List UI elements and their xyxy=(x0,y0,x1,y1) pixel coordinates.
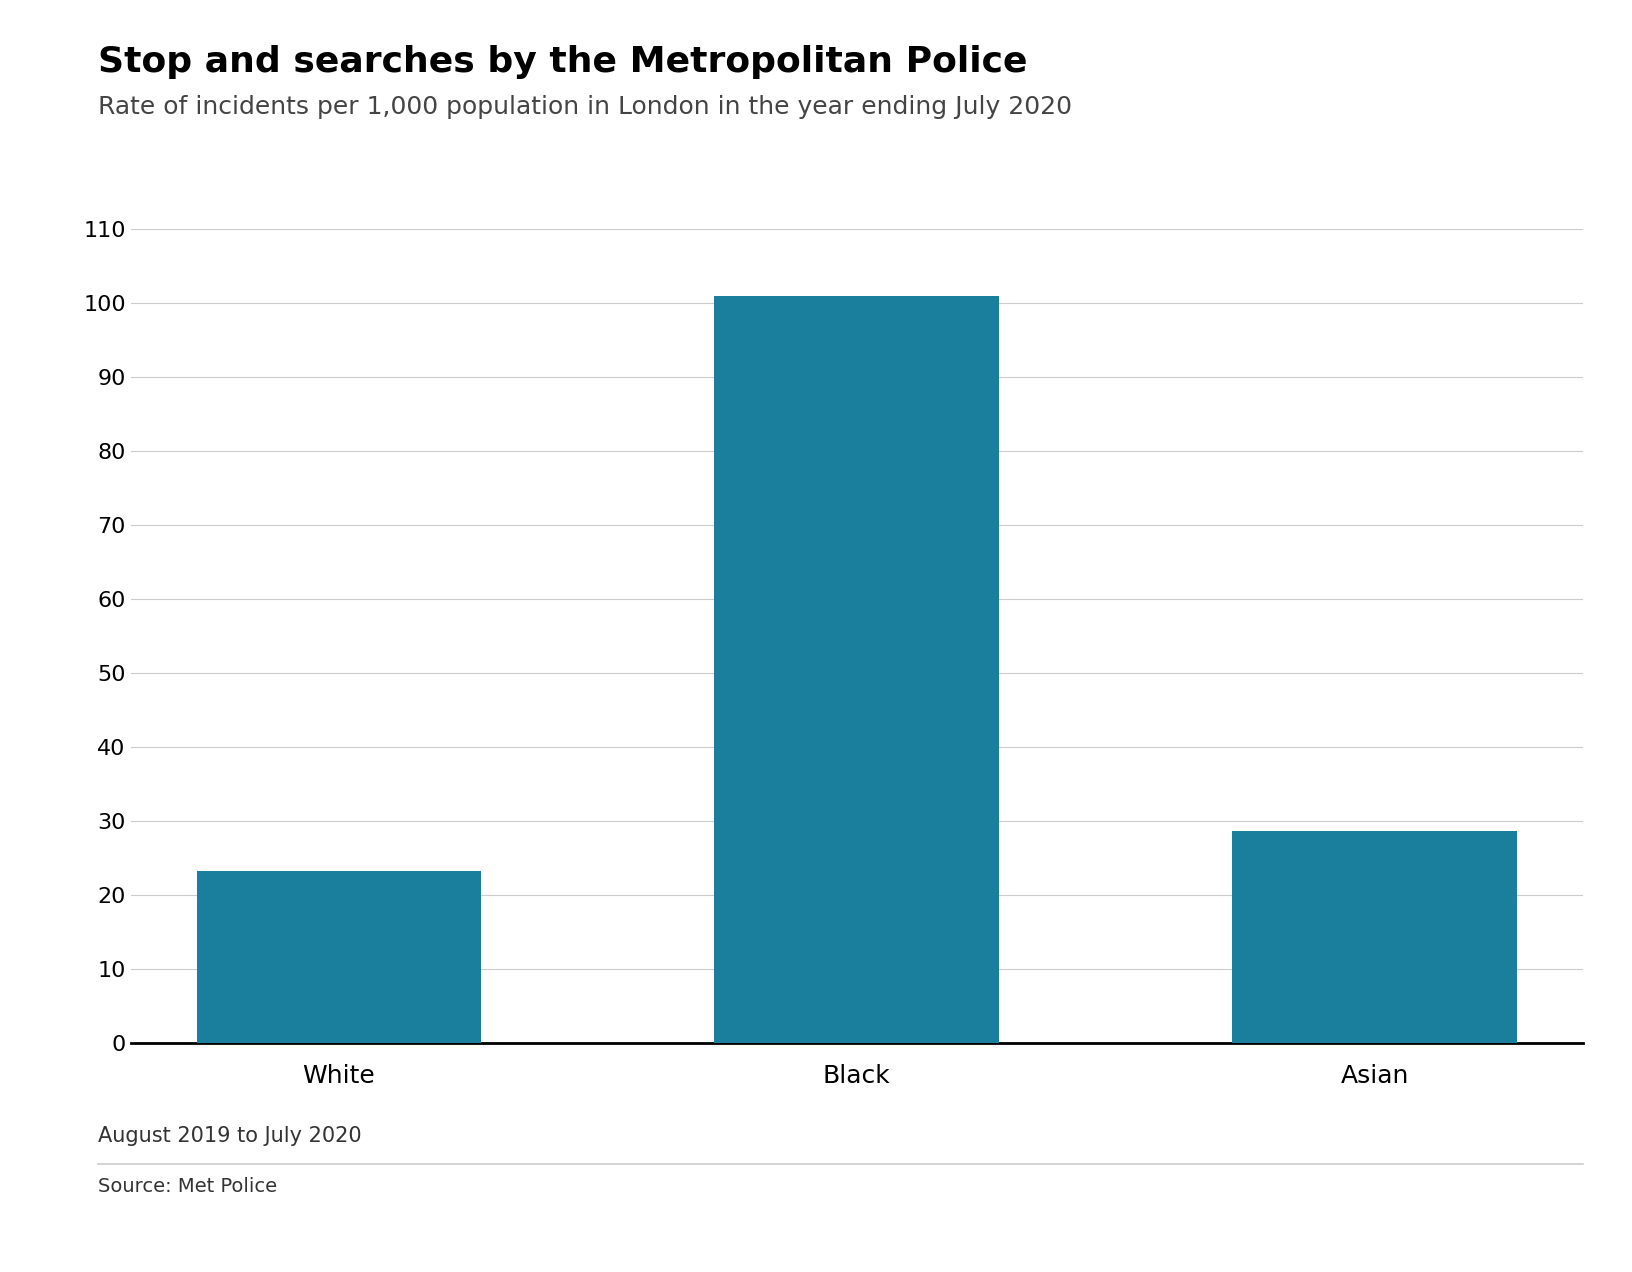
Bar xyxy=(196,871,481,1043)
Text: August 2019 to July 2020: August 2019 to July 2020 xyxy=(98,1126,362,1146)
Text: Rate of incidents per 1,000 population in London in the year ending July 2020: Rate of incidents per 1,000 population i… xyxy=(98,95,1072,120)
Text: Stop and searches by the Metropolitan Police: Stop and searches by the Metropolitan Po… xyxy=(98,45,1028,79)
Text: Source: Met Police: Source: Met Police xyxy=(98,1177,277,1196)
Text: BBC: BBC xyxy=(1482,1210,1537,1234)
Bar xyxy=(715,296,999,1043)
Bar xyxy=(1232,831,1518,1043)
